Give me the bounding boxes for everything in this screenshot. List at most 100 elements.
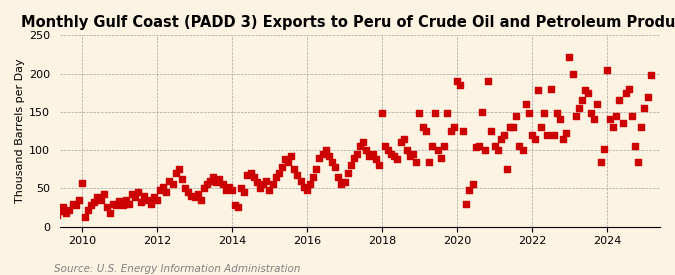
Point	[411, 159, 422, 164]
Point	[317, 152, 328, 156]
Point	[386, 152, 397, 156]
Point	[626, 113, 637, 118]
Point	[636, 125, 647, 129]
Point	[608, 125, 618, 129]
Point	[82, 208, 93, 212]
Point	[264, 188, 275, 192]
Point	[170, 171, 181, 175]
Point	[327, 159, 338, 164]
Point	[292, 172, 303, 177]
Point	[523, 111, 534, 116]
Text: Source: U.S. Energy Information Administration: Source: U.S. Energy Information Administ…	[54, 264, 300, 274]
Point	[605, 117, 616, 122]
Point	[517, 148, 528, 152]
Point	[161, 190, 171, 194]
Point	[539, 111, 549, 116]
Point	[480, 148, 491, 152]
Point	[80, 215, 90, 219]
Point	[192, 192, 203, 197]
Point	[558, 136, 568, 141]
Point	[548, 133, 559, 137]
Point	[195, 197, 206, 202]
Point	[364, 154, 375, 158]
Point	[211, 180, 221, 184]
Point	[427, 144, 437, 148]
Point	[51, 213, 62, 217]
Point	[223, 185, 234, 189]
Point	[95, 197, 106, 202]
Point	[302, 188, 313, 192]
Point	[295, 178, 306, 183]
Point	[254, 186, 265, 191]
Point	[433, 148, 443, 152]
Point	[173, 167, 184, 171]
Point	[74, 197, 84, 202]
Point	[573, 106, 584, 110]
Point	[380, 144, 391, 148]
Point	[467, 182, 478, 187]
Point	[245, 171, 256, 175]
Point	[201, 182, 212, 187]
Point	[111, 203, 122, 207]
Point	[67, 201, 78, 206]
Point	[377, 111, 387, 116]
Point	[145, 201, 156, 206]
Point	[423, 159, 434, 164]
Point	[598, 146, 609, 151]
Point	[620, 90, 631, 95]
Point	[148, 195, 159, 200]
Point	[452, 79, 462, 83]
Point	[461, 201, 472, 206]
Point	[352, 152, 362, 156]
Point	[624, 87, 634, 91]
Point	[354, 144, 365, 148]
Point	[320, 148, 331, 152]
Point	[545, 87, 556, 91]
Point	[124, 201, 134, 206]
Point	[239, 190, 250, 194]
Point	[533, 88, 543, 93]
Point	[267, 182, 278, 187]
Point	[279, 157, 290, 161]
Point	[483, 79, 493, 83]
Point	[189, 195, 200, 200]
Point	[342, 171, 353, 175]
Point	[429, 111, 440, 116]
Point	[611, 113, 622, 118]
Point	[595, 159, 606, 164]
Point	[536, 125, 547, 129]
Point	[446, 129, 456, 133]
Point	[436, 155, 447, 160]
Point	[392, 157, 403, 161]
Point	[570, 113, 581, 118]
Point	[120, 197, 131, 202]
Point	[551, 111, 562, 116]
Point	[258, 182, 269, 187]
Point	[583, 90, 593, 95]
Point	[198, 186, 209, 191]
Point	[329, 165, 340, 169]
Point	[242, 172, 253, 177]
Point	[139, 194, 150, 198]
Point	[402, 148, 412, 152]
Point	[276, 165, 287, 169]
Point	[470, 145, 481, 149]
Point	[183, 190, 194, 194]
Point	[383, 148, 394, 152]
Point	[371, 157, 381, 161]
Point	[455, 83, 466, 87]
Point	[348, 155, 359, 160]
Point	[361, 148, 372, 152]
Point	[108, 201, 119, 206]
Point	[617, 121, 628, 125]
Point	[645, 73, 656, 77]
Point	[217, 182, 228, 187]
Point	[358, 140, 369, 145]
Point	[439, 144, 450, 148]
Point	[49, 218, 59, 222]
Point	[420, 129, 431, 133]
Point	[227, 188, 238, 192]
Point	[542, 133, 553, 137]
Point	[133, 190, 144, 194]
Point	[417, 125, 428, 129]
